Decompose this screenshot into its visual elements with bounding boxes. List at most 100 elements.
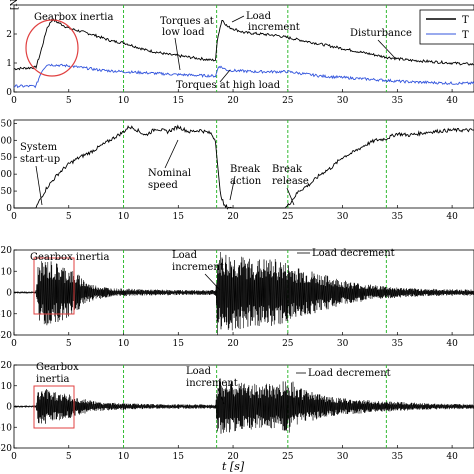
annotation-load-increment-a: Load: [246, 11, 272, 22]
annotation-gearbox-4a: Gearbox: [36, 362, 79, 373]
x-tick-label: 0: [11, 212, 17, 222]
x-tick-label: 35: [392, 212, 404, 222]
panel-4-annotations: Gearbox inertia Load increment Load decr…: [33, 362, 391, 473]
x-tick-label: 20: [227, 212, 239, 222]
x-tick-label: 10: [118, 452, 130, 462]
y-tick-label: 2: [6, 30, 12, 40]
high-load-arrow: [219, 69, 231, 83]
x-axis-label: t [s]: [222, 460, 245, 473]
legend-entry-1: T: [462, 15, 469, 26]
panel-1-annotations: Gearbox inertia Torques at low load Load…: [10, 0, 412, 91]
vibration-signal: [13, 251, 474, 336]
x-tick-label: 25: [282, 212, 294, 222]
annotation-load-inc-4b: increment: [186, 378, 238, 389]
x-tick-label: 0: [11, 339, 17, 349]
annotation-load-increment-b: increment: [248, 22, 300, 33]
annotation-nominal-b: speed: [148, 180, 178, 191]
x-tick-label: 20: [227, 339, 239, 349]
panel-1-torque: 0 5 10 15 20 25 30 35 40 0 1 2: [6, 4, 474, 106]
x-tick-label: 15: [173, 212, 185, 222]
x-tick-label: 5: [66, 212, 72, 222]
x-tick-label: 15: [173, 452, 185, 462]
annotation-gearbox-3: Gearbox inertia: [30, 252, 109, 263]
gearbox-box-3: [33, 257, 75, 315]
disturbance-arrow: [377, 39, 396, 59]
panel-1-legend: T T: [419, 9, 474, 45]
x-tick-label: 30: [337, 96, 349, 106]
legend-entry-2: T: [462, 30, 469, 41]
annotation-system-b: start-up: [20, 154, 60, 165]
y-tick-label: -10: [0, 423, 12, 433]
y-tick-label: 250: [0, 119, 12, 129]
series-line-1: [13, 17, 474, 71]
y-tick-label: 0: [6, 403, 12, 413]
y-tick-label: 0: [6, 289, 12, 299]
annotation-load-inc-3b: increment: [172, 262, 224, 273]
x-tick-label: 30: [337, 212, 349, 222]
x-tick-label: 40: [446, 96, 458, 106]
x-tick-label: 10: [118, 339, 130, 349]
x-tick-label: 10: [118, 212, 130, 222]
y-tick-label: -20: [0, 444, 12, 454]
y-tick-label: 0: [6, 204, 12, 214]
annotation-gearbox-4b: inertia: [36, 374, 70, 385]
x-tick-label: 20: [227, 452, 239, 462]
y-tick-label: 20: [1, 361, 13, 371]
panel-3-vibration: 0 5 10 15 20 25 30 35 40 -20 -10 0 10 20: [0, 246, 474, 349]
annotation-load-dec-3: Load decrement: [312, 248, 395, 259]
x-tick-label: 30: [337, 339, 349, 349]
annotation-release-b: release: [272, 176, 309, 187]
x-tick-label: 15: [173, 339, 185, 349]
low-load-arrow: [174, 37, 181, 71]
x-tick-label: 35: [392, 339, 404, 349]
series-line-2: [13, 63, 474, 89]
y-tick-label: 200: [0, 136, 12, 146]
y-tick-label: 1: [6, 59, 12, 69]
panel-4-vibration: 0 5 10 15 20 25 30 35 40 -20 -10 0 10 20: [0, 361, 474, 462]
annotation-high-load: Torques at high load: [176, 80, 281, 91]
annotation-system-a: System: [20, 142, 58, 153]
x-tick-label: 40: [446, 452, 458, 462]
x-tick-label: 25: [282, 96, 294, 106]
annotation-low-load-a: Torques at: [160, 16, 214, 27]
annotation-break-b: action: [230, 176, 262, 187]
annotation-release-a: Break: [272, 164, 303, 175]
panel-2-speed: 0 5 10 15 20 25 30 35 40 0 50 100 150 200 250: [0, 119, 474, 222]
x-tick-label: 5: [66, 339, 72, 349]
y-tick-label: 20: [1, 246, 13, 256]
x-tick-label: 25: [282, 339, 294, 349]
annotation-low-load-b: low load: [162, 27, 205, 38]
plot-frame: [13, 4, 474, 93]
x-tick-label: 15: [173, 96, 185, 106]
x-tick-label: 0: [11, 96, 17, 106]
y-tick-label: -10: [0, 310, 12, 320]
x-tick-label: 5: [66, 96, 72, 106]
x-tick-label: 35: [392, 96, 404, 106]
x-tick-label: 10: [118, 96, 130, 106]
panel-2-annotations: System start-up Nominal speed Break acti…: [20, 139, 309, 206]
annotation-disturbance: Disturbance: [350, 28, 412, 39]
x-tick-label: 25: [282, 452, 294, 462]
load-increment-arrow: [231, 15, 245, 23]
gearbox-box-4: [33, 385, 75, 429]
x-tick-label: 35: [392, 452, 404, 462]
x-tick-label: 5: [66, 452, 72, 462]
annotation-load-inc-3a: Load: [172, 250, 198, 261]
series-line-1: [14, 124, 474, 210]
y-tick-label: 50: [1, 187, 13, 197]
x-tick-label: 40: [446, 212, 458, 222]
y-label-fragment: [Nm]: [10, 0, 20, 10]
y-tick-label: -20: [0, 331, 12, 341]
x-tick-label: 0: [11, 452, 17, 462]
x-tick-label: 30: [337, 452, 349, 462]
gearbox-ellipse: [25, 19, 79, 77]
annotation-load-dec-4: Load decrement: [308, 368, 391, 379]
y-tick-label: 10: [1, 382, 13, 392]
y-tick-label: 100: [0, 170, 12, 180]
annotation-load-inc-4a: Load: [186, 366, 212, 377]
y-tick-label: 0: [6, 88, 12, 98]
x-tick-label: 40: [446, 339, 458, 349]
annotation-break-a: Break: [230, 164, 261, 175]
annotation-nominal-a: Nominal: [148, 168, 191, 179]
